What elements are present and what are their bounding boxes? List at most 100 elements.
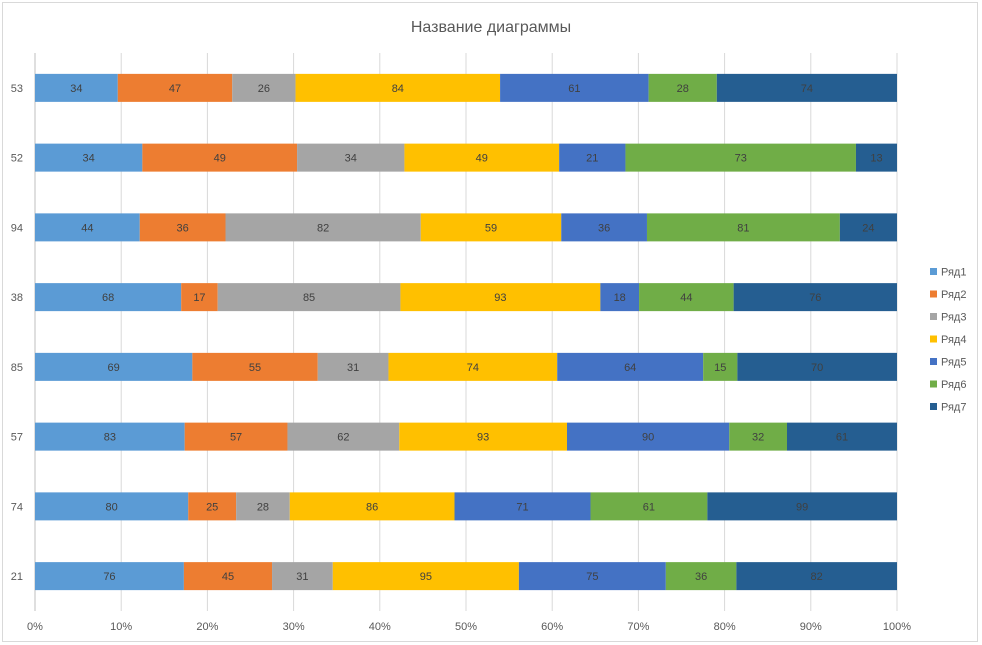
bar-segment (188, 492, 237, 521)
bar-segment (399, 422, 567, 451)
legend-label: Ряд7 (941, 402, 966, 414)
legend-label: Ряд5 (941, 357, 966, 369)
data-label: 25 (206, 501, 218, 513)
legend-label: Ряд4 (941, 334, 966, 346)
x-tick-label: 40% (369, 621, 391, 633)
data-label: 28 (677, 83, 689, 95)
data-label: 73 (735, 153, 747, 165)
legend-swatch (930, 313, 937, 320)
legend-label: Ряд6 (941, 379, 966, 391)
legend-swatch (930, 380, 937, 388)
data-label: 59 (485, 222, 497, 234)
bar-segment (272, 562, 333, 591)
data-label: 47 (169, 83, 181, 95)
data-label: 74 (801, 83, 813, 95)
x-tick-label: 20% (196, 621, 218, 633)
data-label: 17 (193, 292, 205, 304)
data-label: 82 (811, 571, 823, 583)
legend-swatch (930, 290, 937, 298)
bar-segment (639, 283, 734, 312)
data-label: 34 (70, 83, 82, 95)
data-label: 70 (811, 362, 823, 374)
bar-segment (600, 283, 640, 312)
bar-segment (297, 143, 405, 172)
bar-segment (181, 283, 218, 312)
data-label: 81 (737, 222, 749, 234)
data-label: 44 (680, 292, 692, 304)
bar-segment (716, 73, 897, 102)
data-label: 80 (105, 501, 117, 513)
bar-segment (35, 492, 189, 521)
bar-segment (703, 352, 738, 381)
bar-segment (139, 213, 226, 242)
data-label: 95 (420, 571, 432, 583)
bar-segment (707, 492, 897, 521)
data-label: 61 (568, 83, 580, 95)
data-label: 99 (796, 501, 808, 513)
bar-segment (590, 492, 708, 521)
data-label: 93 (477, 432, 489, 444)
data-label: 15 (714, 362, 726, 374)
data-label: 85 (303, 292, 315, 304)
data-label: 31 (296, 571, 308, 583)
bar-segment (559, 143, 626, 172)
category-label: 38 (11, 292, 23, 304)
x-tick-label: 10% (110, 621, 132, 633)
bar-segment (420, 213, 562, 242)
category-label: 53 (11, 83, 23, 95)
data-label: 49 (214, 153, 226, 165)
bar-segment (561, 213, 647, 242)
data-label: 68 (102, 292, 114, 304)
bar-segment (839, 213, 897, 242)
category-label: 52 (11, 153, 23, 165)
bar-segment (225, 213, 421, 242)
bar-segment (729, 422, 787, 451)
data-label: 61 (643, 501, 655, 513)
bar-segment (35, 562, 184, 591)
data-label: 90 (642, 432, 654, 444)
data-label: 31 (347, 362, 359, 374)
bar-segment (35, 422, 185, 451)
bar-segment (35, 213, 140, 242)
data-label: 36 (598, 222, 610, 234)
bar-segment (786, 422, 897, 451)
bar-segment (287, 422, 400, 451)
legend-swatch (930, 335, 937, 343)
bar-segment (117, 73, 233, 102)
bar-segment (648, 73, 717, 102)
category-label: 57 (11, 432, 23, 444)
legend-swatch (930, 403, 937, 410)
data-label: 55 (249, 362, 261, 374)
bar-segment (192, 352, 318, 381)
bar-segment (625, 143, 856, 172)
data-label: 93 (494, 292, 506, 304)
category-label: 21 (11, 571, 23, 583)
bar-segment (35, 73, 118, 102)
data-label: 61 (836, 432, 848, 444)
data-label: 69 (108, 362, 120, 374)
x-tick-label: 70% (627, 621, 649, 633)
bar-segment (317, 352, 389, 381)
data-label: 84 (392, 83, 404, 95)
bar-segment (236, 492, 290, 521)
bar-segment (183, 562, 273, 591)
bar-segment (454, 492, 591, 521)
data-label: 34 (345, 153, 357, 165)
bar-segment (500, 73, 649, 102)
data-label: 45 (222, 571, 234, 583)
x-tick-label: 80% (714, 621, 736, 633)
data-label: 36 (695, 571, 707, 583)
data-label: 83 (104, 432, 116, 444)
bar-segment (35, 143, 143, 172)
bar-segment (646, 213, 840, 242)
bar-segment (35, 283, 182, 312)
x-tick-label: 100% (883, 621, 911, 633)
legend-label: Ряд3 (941, 312, 966, 324)
category-label: 94 (11, 222, 23, 234)
bar-segment (665, 562, 737, 591)
data-label: 62 (337, 432, 349, 444)
bar-segment (184, 422, 288, 451)
data-label: 18 (614, 292, 626, 304)
bar-segment (35, 352, 193, 381)
data-label: 24 (862, 222, 874, 234)
